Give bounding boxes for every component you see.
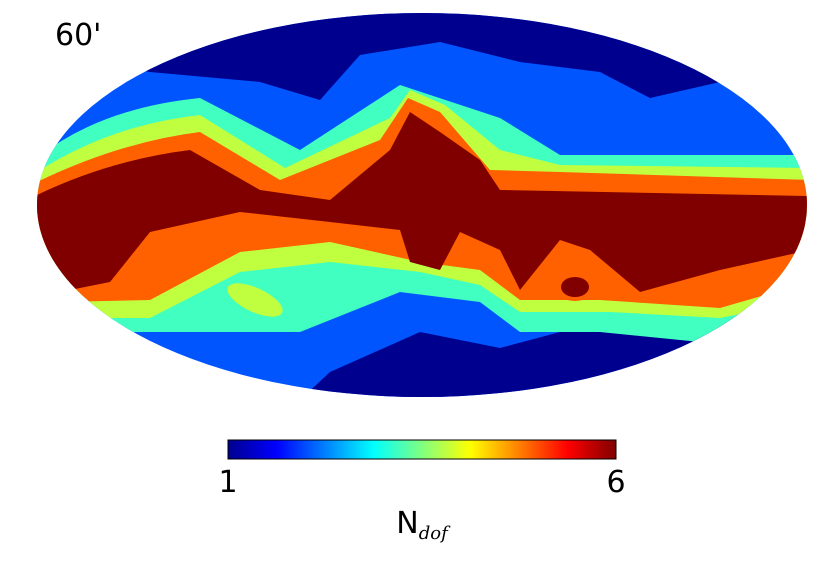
colorbar-body <box>227 439 617 460</box>
map-region <box>227 283 283 317</box>
colorbar-tick-label: 1 <box>218 465 237 500</box>
map-region <box>37 112 807 292</box>
colorbar <box>227 439 617 460</box>
colorbar-label-subscript: dof <box>419 523 451 544</box>
sky-map <box>37 13 807 397</box>
colorbar-tick-label: 6 <box>606 465 625 500</box>
map-region <box>561 277 589 297</box>
colorbar-label-main: N <box>396 506 418 541</box>
colorbar-label: Ndof <box>396 506 451 544</box>
map-title: 60' <box>55 18 101 53</box>
